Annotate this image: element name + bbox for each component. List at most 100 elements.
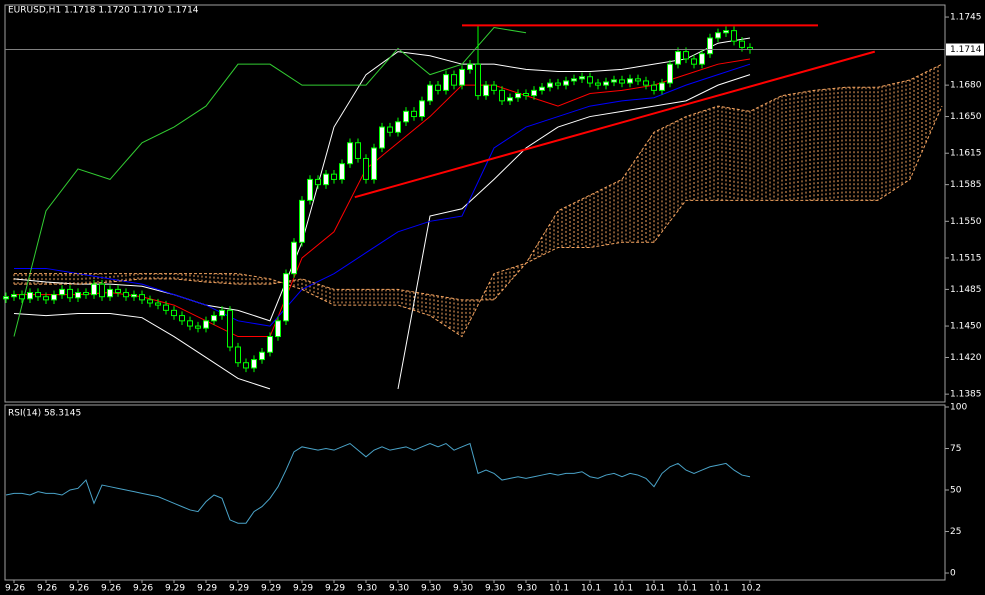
x-tick-label: 10.1 (613, 584, 633, 594)
candle-body (283, 273, 289, 322)
y-tick-label: 1.1615 (950, 149, 982, 159)
candle-body (379, 126, 385, 149)
plot-layer: 1.1745 1.1680 1.1650 1.1615 1.1585 1.1550 1.15… (3, 13, 984, 594)
candle-body (491, 84, 497, 91)
current-price-box (946, 43, 984, 56)
y-tick-label: 1.1585 (950, 180, 982, 190)
candle-body (347, 142, 353, 165)
candle-body (595, 82, 601, 86)
candle-body (587, 76, 593, 84)
candle-body (179, 315, 185, 322)
candle-body (387, 126, 393, 133)
candle-body (323, 173, 329, 186)
candle-body (203, 320, 209, 329)
candle-body (75, 292, 81, 299)
candle-body (243, 362, 249, 369)
candle-body (91, 283, 97, 296)
candle-body (563, 80, 569, 86)
candle-body (571, 78, 577, 82)
candle-body (187, 320, 193, 327)
rsi-line (5, 442, 751, 524)
candle-body (227, 309, 233, 348)
candle-body (147, 299, 153, 304)
x-tick-label: 10.1 (645, 584, 665, 594)
x-tick-label: 9.26 (5, 584, 25, 594)
candle-body (211, 315, 217, 322)
candle-body (603, 81, 609, 86)
candle-body (115, 288, 121, 294)
x-tick-label: 10.1 (677, 584, 697, 594)
candle-body (107, 288, 113, 298)
candle-body (435, 84, 441, 91)
x-tick-label: 9.30 (389, 584, 409, 594)
x-tick-label: 9.29 (165, 584, 185, 594)
candle-body (43, 296, 49, 301)
y-tick-label: 50 (950, 486, 962, 496)
candle-body (403, 110, 409, 123)
rsi-panel (4, 404, 946, 581)
candle-body (627, 78, 633, 84)
candle-body (363, 157, 369, 180)
indicator-line (14, 105, 943, 338)
candle-body (315, 178, 321, 186)
candle-body (499, 89, 505, 102)
candle-body (547, 82, 553, 88)
candle-body (523, 93, 529, 97)
indicator-line (13, 74, 751, 390)
x-tick-label: 10.1 (549, 584, 569, 594)
candle-body (259, 351, 265, 361)
y-tick-label: 25 (950, 527, 961, 537)
trendline (354, 50, 876, 199)
x-tick-label: 9.29 (325, 584, 345, 594)
candle-body (267, 336, 273, 353)
y-tick-label: 1.1515 (950, 253, 982, 263)
candle-body (195, 325, 201, 329)
x-tick-label: 9.30 (517, 584, 537, 594)
x-tick-label: 9.26 (69, 584, 89, 594)
x-tick-label: 10.2 (741, 584, 761, 594)
candle-body (507, 97, 513, 102)
candle-body (19, 294, 25, 300)
candle-body (659, 82, 665, 91)
y-tick-label: 100 (950, 402, 967, 412)
candle-body (395, 121, 401, 133)
candle-body (139, 294, 145, 301)
candle-body (731, 30, 737, 42)
candle-body (699, 53, 705, 65)
candle-body (723, 30, 729, 34)
x-tick-label: 9.29 (229, 584, 249, 594)
y-tick-label: 1.1485 (950, 285, 982, 295)
rsi-title: RSI(14) 58.3145 (8, 409, 81, 419)
candle-body (51, 294, 57, 301)
chart-title: EURUSD,H1 1.1718 1.1720 1.1710 1.1714 (8, 6, 199, 16)
candle-body (235, 346, 241, 364)
current-price-label: 1.1714 (950, 45, 982, 55)
candle-body (155, 302, 161, 306)
candle-body (419, 100, 425, 118)
candle-body (411, 110, 417, 118)
x-tick-label: 9.29 (261, 584, 281, 594)
candle-body (739, 40, 745, 48)
candle-body (83, 292, 89, 296)
candle-body (555, 82, 561, 86)
candle-body (515, 93, 521, 99)
candle-body (643, 80, 649, 86)
y-tick-label: 1.1745 (950, 13, 982, 23)
candle-body (123, 292, 129, 298)
candle-body (667, 63, 673, 84)
candle-body (539, 86, 545, 91)
x-tick-label: 9.29 (293, 584, 313, 594)
candle-body (611, 79, 617, 83)
y-tick-label: 1.1550 (950, 217, 982, 227)
x-tick-label: 9.29 (197, 584, 217, 594)
x-tick-label: 9.26 (133, 584, 153, 594)
candle-body (251, 359, 257, 369)
candle-body (11, 294, 17, 298)
x-tick-label: 9.30 (453, 584, 473, 594)
y-tick-label: 1.1450 (950, 322, 982, 332)
candle-body (307, 178, 313, 201)
candle-body (427, 84, 433, 102)
x-tick-label: 10.1 (709, 584, 729, 594)
